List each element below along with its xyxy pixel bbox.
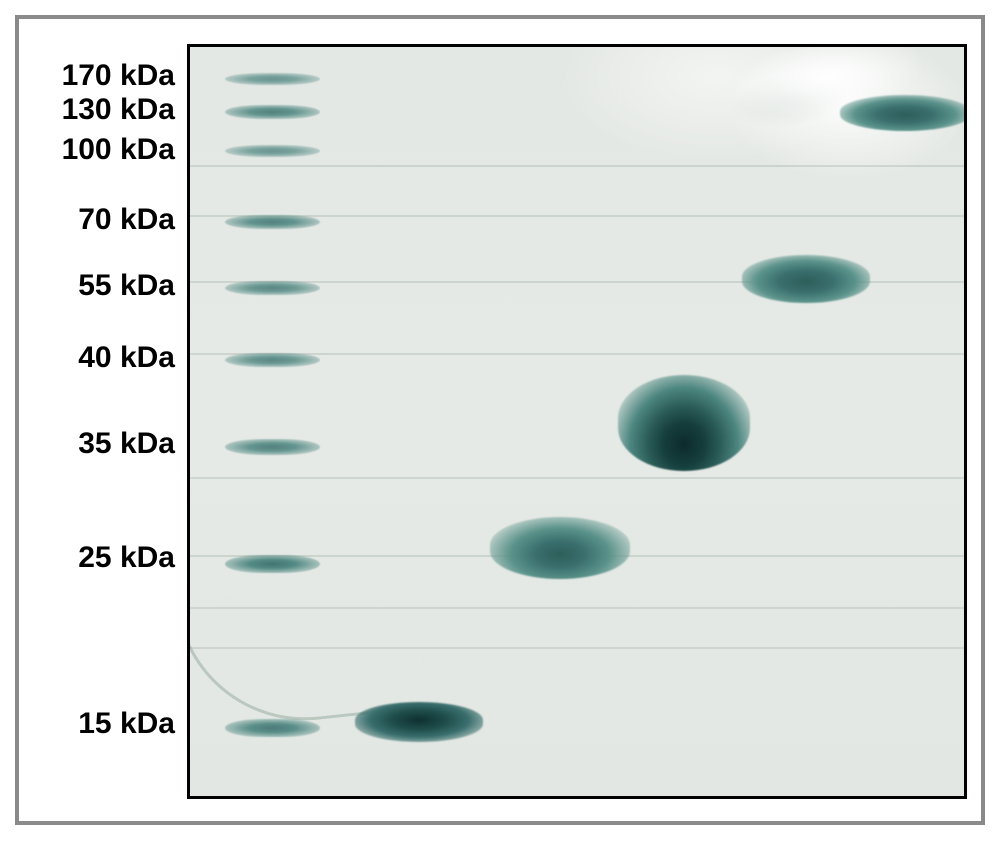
mw-label: 25 kDa: [19, 541, 175, 575]
mw-label: 15 kDa: [19, 707, 175, 741]
mw-label: 70 kDa: [19, 203, 175, 237]
mw-label: 100 kDa: [19, 133, 175, 167]
mw-label: 170 kDa: [19, 59, 175, 93]
ladder-band: [225, 439, 320, 455]
gel-faint-line: [190, 165, 964, 167]
mw-label: 130 kDa: [19, 93, 175, 127]
ladder-band: [225, 353, 320, 367]
sample-band-10K: [618, 375, 750, 471]
mw-label: 35 kDa: [19, 427, 175, 461]
figure-outer-frame: 170 kDa130 kDa 100 kDa 70 kDa 55 kDa 40 kDa 3…: [15, 15, 985, 825]
ladder-band: [225, 105, 320, 119]
sample-band-40K: [840, 95, 967, 131]
gel-faint-line: [190, 647, 964, 649]
ladder-band: [225, 215, 320, 229]
ladder-band: [225, 281, 320, 295]
gel-faint-line: [190, 477, 964, 479]
sample-band-20K: [742, 255, 870, 303]
ladder-band: [225, 555, 320, 573]
ladder-band: [225, 719, 320, 737]
mw-label: 40 kDa: [19, 341, 175, 375]
mw-label: 55 kDa: [19, 269, 175, 303]
sample-band-A74-IFN: [355, 702, 483, 742]
ladder-band: [225, 73, 320, 85]
gel-faint-line: [190, 607, 964, 609]
gel-frame: A74-IFN5K10K20K40K: [187, 44, 967, 799]
sample-band-5K: [490, 517, 630, 579]
ladder-band: [225, 145, 320, 157]
